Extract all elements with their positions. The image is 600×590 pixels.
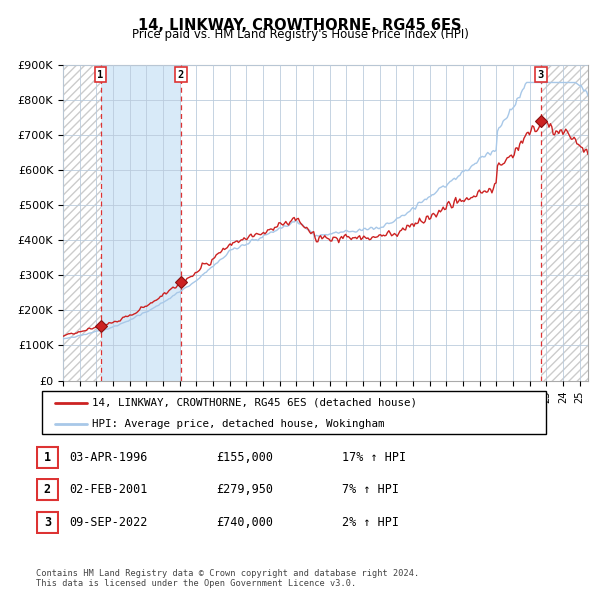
- Bar: [63, 65, 101, 381]
- Text: Contains HM Land Registry data © Crown copyright and database right 2024.
This d: Contains HM Land Registry data © Crown c…: [36, 569, 419, 588]
- FancyBboxPatch shape: [42, 391, 546, 434]
- Text: £740,000: £740,000: [216, 516, 273, 529]
- Text: 2: 2: [178, 70, 184, 80]
- Text: 3: 3: [538, 70, 544, 80]
- Text: 09-SEP-2022: 09-SEP-2022: [69, 516, 148, 529]
- FancyBboxPatch shape: [37, 447, 58, 468]
- Bar: [101, 65, 181, 381]
- Bar: [63, 65, 101, 381]
- Text: HPI: Average price, detached house, Wokingham: HPI: Average price, detached house, Woki…: [92, 419, 385, 429]
- Bar: [541, 65, 588, 381]
- Text: 2: 2: [44, 483, 51, 496]
- Text: 3: 3: [44, 516, 51, 529]
- Bar: [541, 65, 588, 381]
- Text: 02-FEB-2001: 02-FEB-2001: [69, 483, 148, 496]
- FancyBboxPatch shape: [37, 479, 58, 500]
- Text: £155,000: £155,000: [216, 451, 273, 464]
- Text: £279,950: £279,950: [216, 483, 273, 496]
- FancyBboxPatch shape: [37, 512, 58, 533]
- Text: 1: 1: [44, 451, 51, 464]
- Text: 14, LINKWAY, CROWTHORNE, RG45 6ES: 14, LINKWAY, CROWTHORNE, RG45 6ES: [138, 18, 462, 32]
- Text: 1: 1: [97, 70, 104, 80]
- Text: 7% ↑ HPI: 7% ↑ HPI: [342, 483, 399, 496]
- Text: 03-APR-1996: 03-APR-1996: [69, 451, 148, 464]
- Text: 17% ↑ HPI: 17% ↑ HPI: [342, 451, 406, 464]
- Text: 2% ↑ HPI: 2% ↑ HPI: [342, 516, 399, 529]
- Text: 14, LINKWAY, CROWTHORNE, RG45 6ES (detached house): 14, LINKWAY, CROWTHORNE, RG45 6ES (detac…: [92, 398, 418, 408]
- Text: Price paid vs. HM Land Registry's House Price Index (HPI): Price paid vs. HM Land Registry's House …: [131, 28, 469, 41]
